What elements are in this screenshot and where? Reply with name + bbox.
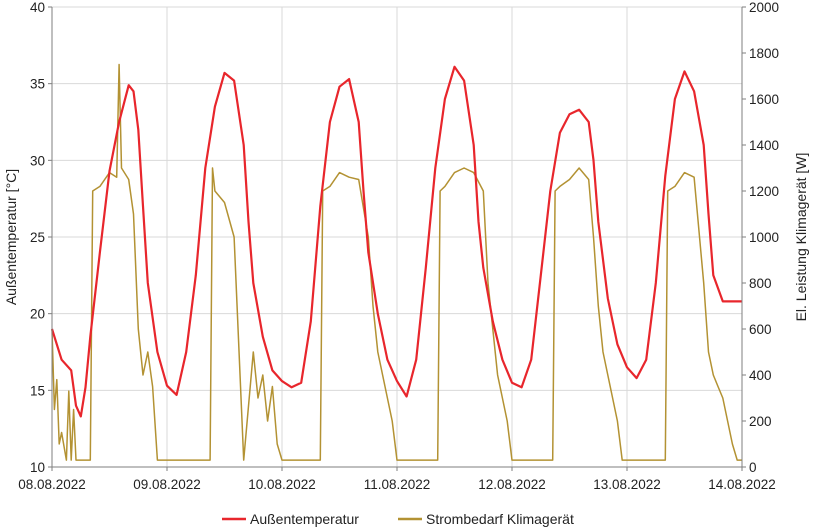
right-tick-label: 1000 xyxy=(749,230,779,245)
x-tick-label: 12.08.2022 xyxy=(478,477,546,492)
right-tick-label: 1800 xyxy=(749,46,779,61)
left-tick-label: 20 xyxy=(30,307,45,322)
left-tick-label: 15 xyxy=(30,383,45,398)
legend-label-power: Strombedarf Klimagerät xyxy=(426,511,574,527)
right-tick-label: 600 xyxy=(749,322,772,337)
x-tick-label: 11.08.2022 xyxy=(364,477,431,492)
right-axis-ticks: 0 200 400 600 800 1000 1200 1400 1600 1800 2000 xyxy=(742,0,779,475)
right-tick-label: 1400 xyxy=(749,138,779,153)
right-tick-label: 400 xyxy=(749,368,772,383)
temperature-series-line xyxy=(50,65,742,418)
legend: Außentemperatur Strombedarf Klimagerät xyxy=(222,511,574,527)
left-tick-label: 40 xyxy=(30,0,45,15)
left-axis-title: Außentemperatur [°C] xyxy=(3,169,19,305)
plot-series xyxy=(50,63,742,461)
right-tick-label: 1200 xyxy=(749,184,779,199)
right-axis-title: El. Leistung Klimagerät [W] xyxy=(793,153,809,322)
left-axis-ticks: 10 15 20 25 30 35 40 xyxy=(30,0,52,475)
power-series-line xyxy=(51,63,742,461)
x-tick-label: 14.08.2022 xyxy=(708,477,776,492)
grid-lines xyxy=(51,6,743,468)
right-tick-label: 1600 xyxy=(749,92,779,107)
legend-label-temperature: Außentemperatur xyxy=(250,511,359,527)
right-tick-label: 200 xyxy=(749,414,772,429)
left-tick-label: 10 xyxy=(30,460,45,475)
left-tick-label: 25 xyxy=(30,230,45,245)
right-tick-label: 2000 xyxy=(749,0,779,15)
left-tick-label: 35 xyxy=(30,77,45,92)
x-tick-label: 13.08.2022 xyxy=(593,477,661,492)
right-tick-label: 0 xyxy=(749,460,757,475)
x-axis-ticks: 08.08.2022 09.08.2022 10.08.2022 11.08.2022… xyxy=(18,467,776,492)
x-tick-label: 09.08.2022 xyxy=(133,477,201,492)
right-tick-label: 800 xyxy=(749,276,772,291)
x-tick-label: 10.08.2022 xyxy=(248,477,316,492)
left-tick-label: 30 xyxy=(30,153,45,168)
x-tick-label: 08.08.2022 xyxy=(18,477,86,492)
